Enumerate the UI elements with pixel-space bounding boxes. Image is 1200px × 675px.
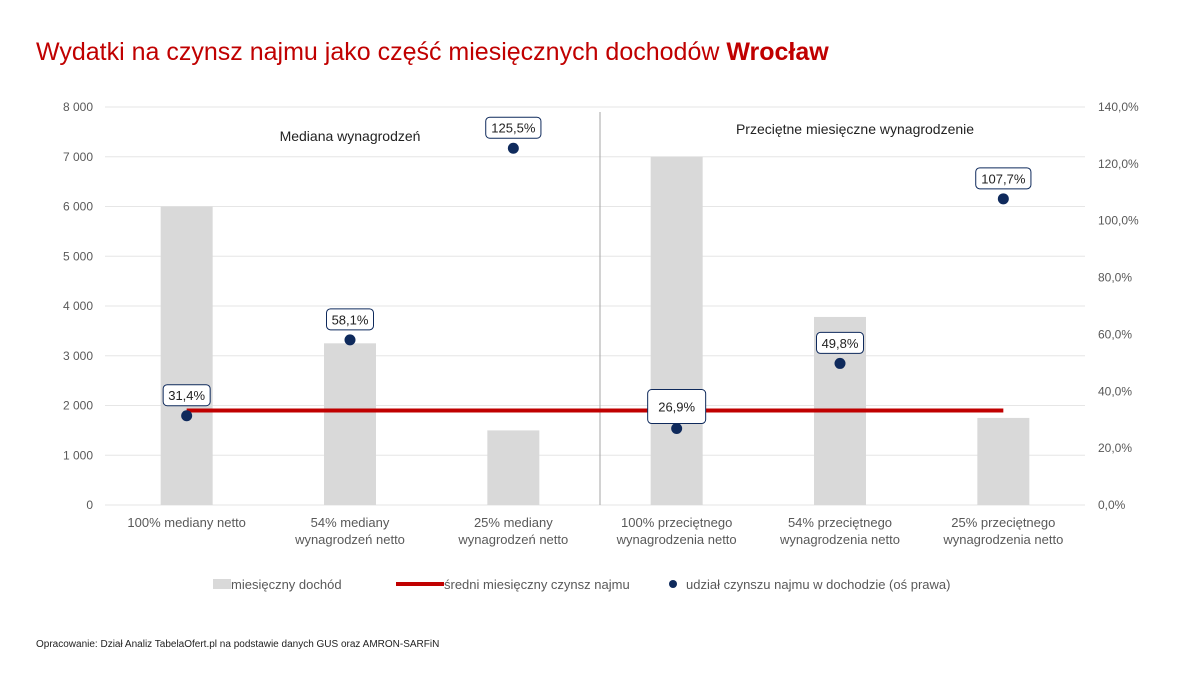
legend-bar-swatch [213,579,231,589]
legend-line-label: średni miesięczny czynsz najmu [444,577,630,592]
right-tick-label: 80,0% [1098,271,1132,285]
x-tick-label: wynagrodzenia netto [779,532,900,547]
right-tick-label: 40,0% [1098,384,1132,398]
chart-title: Wydatki na czynsz najmu jako część miesi… [36,38,829,67]
x-tick-label: 100% mediany netto [127,515,246,530]
x-axis-labels: 100% mediany netto 54% mediany wynagrodzeń… [127,515,1063,547]
income-bars [160,156,1030,505]
share-data-label: 125,5% [491,121,536,136]
income-bar [977,417,1030,505]
group-label-average: Przeciętne miesięczne wynagrodzenie [736,121,974,137]
share-callout-box [816,331,864,354]
left-tick-label: 0 [86,498,93,512]
right-tick-label: 0,0% [1098,498,1126,512]
share-point [507,142,519,154]
source-note: Opracowanie: Dział Analiz TabelaOfert.pl… [36,639,440,650]
share-points: 31,4% 58,1% 125,5% 26,9% 49,8% 107,7% [162,116,1032,435]
left-tick-label: 5 000 [63,249,93,263]
share-point [344,334,356,346]
legend-dot-label: udział czynszu najmu w dochodzie (oś pra… [686,577,950,592]
legend: miesięczny dochód średni miesięczny czyns… [213,577,950,592]
x-tick-label: wynagrodzenia netto [942,532,1063,547]
x-tick-label: 100% przeciętnego [621,515,732,530]
chart-title-city: Wrocław [726,38,829,66]
share-callout-box [975,167,1032,190]
x-tick-label: 25% przeciętnego [951,515,1055,530]
share-callout-box [326,308,374,331]
left-tick-label: 6 000 [63,200,93,214]
right-y-axis: 0,0% 20,0% 40,0% 60,0% 80,0% 100,0% 120,0% 140,… [1098,100,1139,512]
share-point [181,410,193,422]
chart-title-main: Wydatki na czynsz najmu jako część miesi… [36,38,720,66]
right-tick-label: 20,0% [1098,441,1132,455]
legend-dot-swatch [669,580,677,588]
share-data-label: 26,9% [658,400,695,415]
group-labels: Mediana wynagrodzeń Przeciętne miesięczne… [280,121,975,144]
income-bar [650,156,703,505]
share-callout-box [485,116,542,139]
share-data-label: 107,7% [981,171,1026,186]
share-callout-box [647,389,707,425]
left-tick-label: 1 000 [63,448,93,462]
left-tick-label: 3 000 [63,349,93,363]
share-callout-box [162,384,211,407]
legend-bar-label: miesięczny dochód [231,577,342,592]
x-tick-label: 54% mediany [311,515,390,530]
left-tick-label: 7 000 [63,150,93,164]
gridlines [105,106,1085,506]
right-tick-label: 100,0% [1098,214,1139,228]
share-point [671,423,683,435]
left-tick-label: 4 000 [63,299,93,313]
right-tick-label: 60,0% [1098,327,1132,341]
right-tick-label: 120,0% [1098,157,1139,171]
x-tick-label: 25% mediany [474,515,553,530]
x-tick-label: wynagrodzeń netto [457,532,568,547]
income-bar [160,206,213,505]
share-point [834,357,846,369]
share-data-label: 31,4% [168,388,205,403]
x-tick-label: wynagrodzeń netto [294,532,405,547]
x-tick-label: wynagrodzenia netto [616,532,737,547]
share-data-label: 49,8% [822,336,859,351]
group-label-median: Mediana wynagrodzeń [280,128,421,144]
share-point [997,193,1009,205]
share-data-label: 58,1% [332,312,369,327]
income-bar [324,343,376,505]
left-y-axis: 0 1 000 2 000 3 000 4 000 5 000 6 000 7 000 8 00… [63,100,93,512]
x-tick-label: 54% przeciętnego [788,515,892,530]
left-tick-label: 8 000 [63,100,93,114]
left-tick-label: 2 000 [63,399,93,413]
rent-income-chart: 0 1 000 2 000 3 000 4 000 5 000 6 000 7 000 8 00… [63,100,1139,592]
income-bar [487,430,540,505]
right-tick-label: 140,0% [1098,100,1139,114]
